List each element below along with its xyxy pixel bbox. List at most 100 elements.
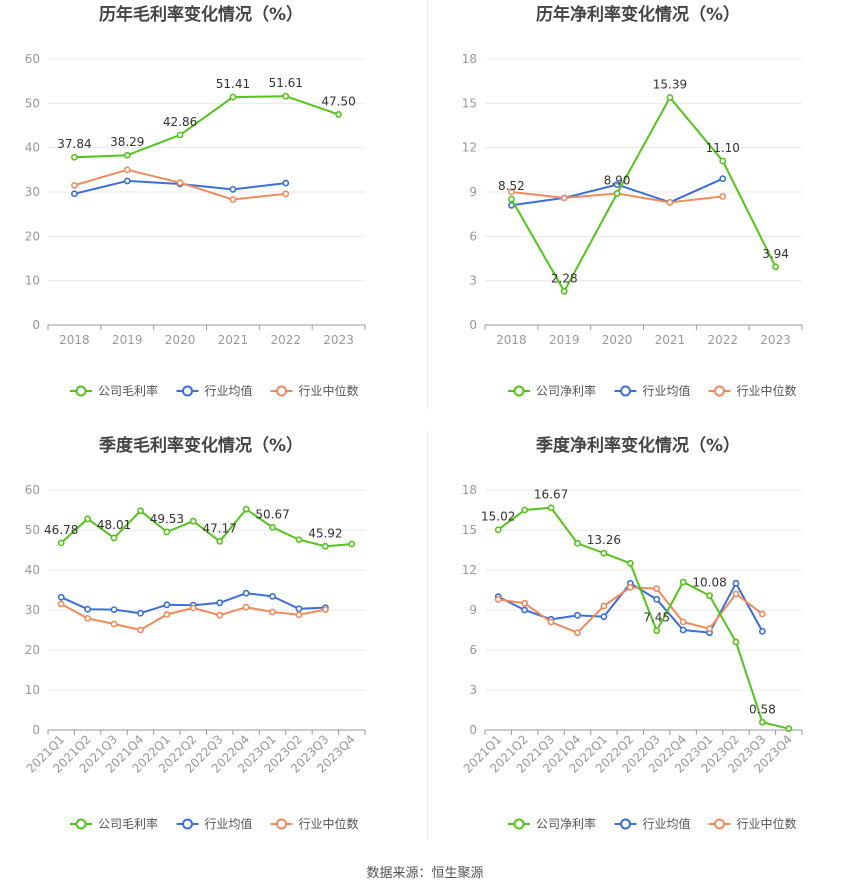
data-point: [335, 111, 342, 118]
data-point: [679, 578, 687, 586]
data-point: [679, 626, 687, 634]
data-point: [666, 198, 674, 206]
legend-label: 公司净利率: [536, 383, 596, 398]
y-tick-label: 0: [469, 318, 477, 332]
data-point: [110, 534, 118, 542]
data-point: [321, 606, 329, 613]
data-point: [57, 539, 65, 547]
data-label: 3.94: [762, 247, 789, 261]
data-point: [574, 539, 581, 547]
data-point: [71, 153, 78, 161]
data-point: [137, 626, 144, 634]
data-point: [600, 549, 608, 557]
legend-label: 公司毛利率: [98, 816, 158, 831]
y-tick-label: 40: [25, 141, 40, 155]
legend-label: 行业均值: [643, 383, 691, 398]
x-tick-label: 2018: [59, 333, 90, 347]
data-label: 51.61: [269, 76, 303, 90]
data-point: [521, 506, 529, 514]
y-tick-label: 60: [25, 52, 40, 66]
data-point: [242, 589, 250, 597]
data-label: 2.28: [551, 271, 578, 285]
data-point: [71, 190, 78, 198]
data-point: [295, 611, 303, 619]
x-tick-label: 2022: [270, 333, 301, 347]
data-point: [57, 593, 65, 601]
legend-swatch-marker: [276, 818, 287, 830]
data-point: [176, 179, 184, 187]
data-point: [163, 528, 171, 536]
data-label: 42.86: [163, 115, 197, 129]
x-tick-label: 2023: [760, 333, 791, 347]
data-point: [229, 185, 237, 193]
data-point: [242, 505, 250, 513]
legend-swatch-marker: [75, 818, 87, 830]
chart-title: 季度净利率变化情况（%）: [536, 435, 740, 456]
data-point: [84, 615, 92, 622]
data-point: [508, 188, 515, 196]
data-point: [508, 195, 515, 203]
legend: 公司净利率 行业均值 行业中位数: [508, 383, 797, 398]
y-tick-label: 12: [462, 141, 477, 155]
legend-swatch-marker: [620, 385, 631, 397]
data-label: 51.41: [216, 77, 250, 91]
data-point: [189, 517, 197, 525]
data-point: [282, 179, 290, 187]
data-label: 15.02: [481, 510, 515, 524]
legend-label: 公司毛利率: [98, 383, 158, 398]
y-tick-label: 20: [25, 229, 40, 243]
data-label: 37.84: [57, 137, 91, 151]
y-tick-label: 10: [25, 683, 40, 697]
y-tick-label: 50: [25, 523, 40, 537]
data-point: [137, 507, 144, 515]
y-tick-label: 12: [462, 563, 477, 577]
data-point: [282, 92, 290, 100]
data-point: [719, 193, 727, 200]
data-point: [84, 515, 92, 523]
data-point: [613, 181, 621, 189]
chart-title: 历年净利率变化情况（%）: [536, 4, 740, 25]
data-point: [242, 603, 250, 611]
legend-label: 行业中位数: [737, 383, 797, 398]
legend-swatch-marker: [75, 385, 87, 397]
data-label: 50.67: [255, 507, 289, 521]
series-line: [60, 508, 352, 548]
data-point: [494, 526, 502, 534]
chart-panel-2: 历年净利率变化情况（%） 0 3 6 9 12 15 18 2018 2019 2020 2021 20…: [462, 4, 803, 398]
data-label: 48.01: [97, 518, 131, 532]
data-point: [560, 194, 568, 202]
data-point: [521, 599, 529, 607]
legend: 公司毛利率 行业均值 行业中位数: [70, 383, 359, 398]
y-tick-label: 18: [462, 52, 477, 66]
data-point: [163, 611, 171, 618]
data-point: [110, 606, 118, 613]
data-point: [547, 618, 555, 626]
data-point: [732, 590, 740, 598]
data-point: [321, 542, 329, 550]
data-label: 38.29: [110, 135, 144, 149]
data-point: [613, 190, 621, 197]
data-point: [666, 94, 674, 101]
x-tick-label: 2020: [602, 333, 633, 347]
data-point: [732, 579, 740, 587]
y-tick-label: 18: [462, 483, 477, 497]
data-point: [653, 595, 661, 603]
legend-label: 行业均值: [205, 816, 253, 831]
series-line: [74, 95, 339, 159]
legend-swatch-marker: [714, 385, 725, 397]
chart-panel-4: 季度净利率变化情况（%）03691215182021Q12021Q22021Q3…: [461, 435, 803, 831]
data-point: [547, 504, 555, 512]
legend-label: 行业中位数: [299, 383, 359, 398]
data-point: [785, 725, 793, 733]
legend: 公司毛利率 行业均值 行业中位数: [70, 816, 359, 831]
data-point: [758, 718, 766, 726]
data-point: [600, 613, 608, 621]
data-point: [348, 540, 356, 548]
data-point: [216, 537, 224, 545]
data-point: [137, 609, 144, 617]
chart-title: 历年毛利率变化情况（%）: [99, 4, 303, 25]
data-point: [521, 606, 529, 614]
legend-label: 行业中位数: [299, 816, 359, 831]
y-tick-label: 9: [469, 603, 477, 617]
